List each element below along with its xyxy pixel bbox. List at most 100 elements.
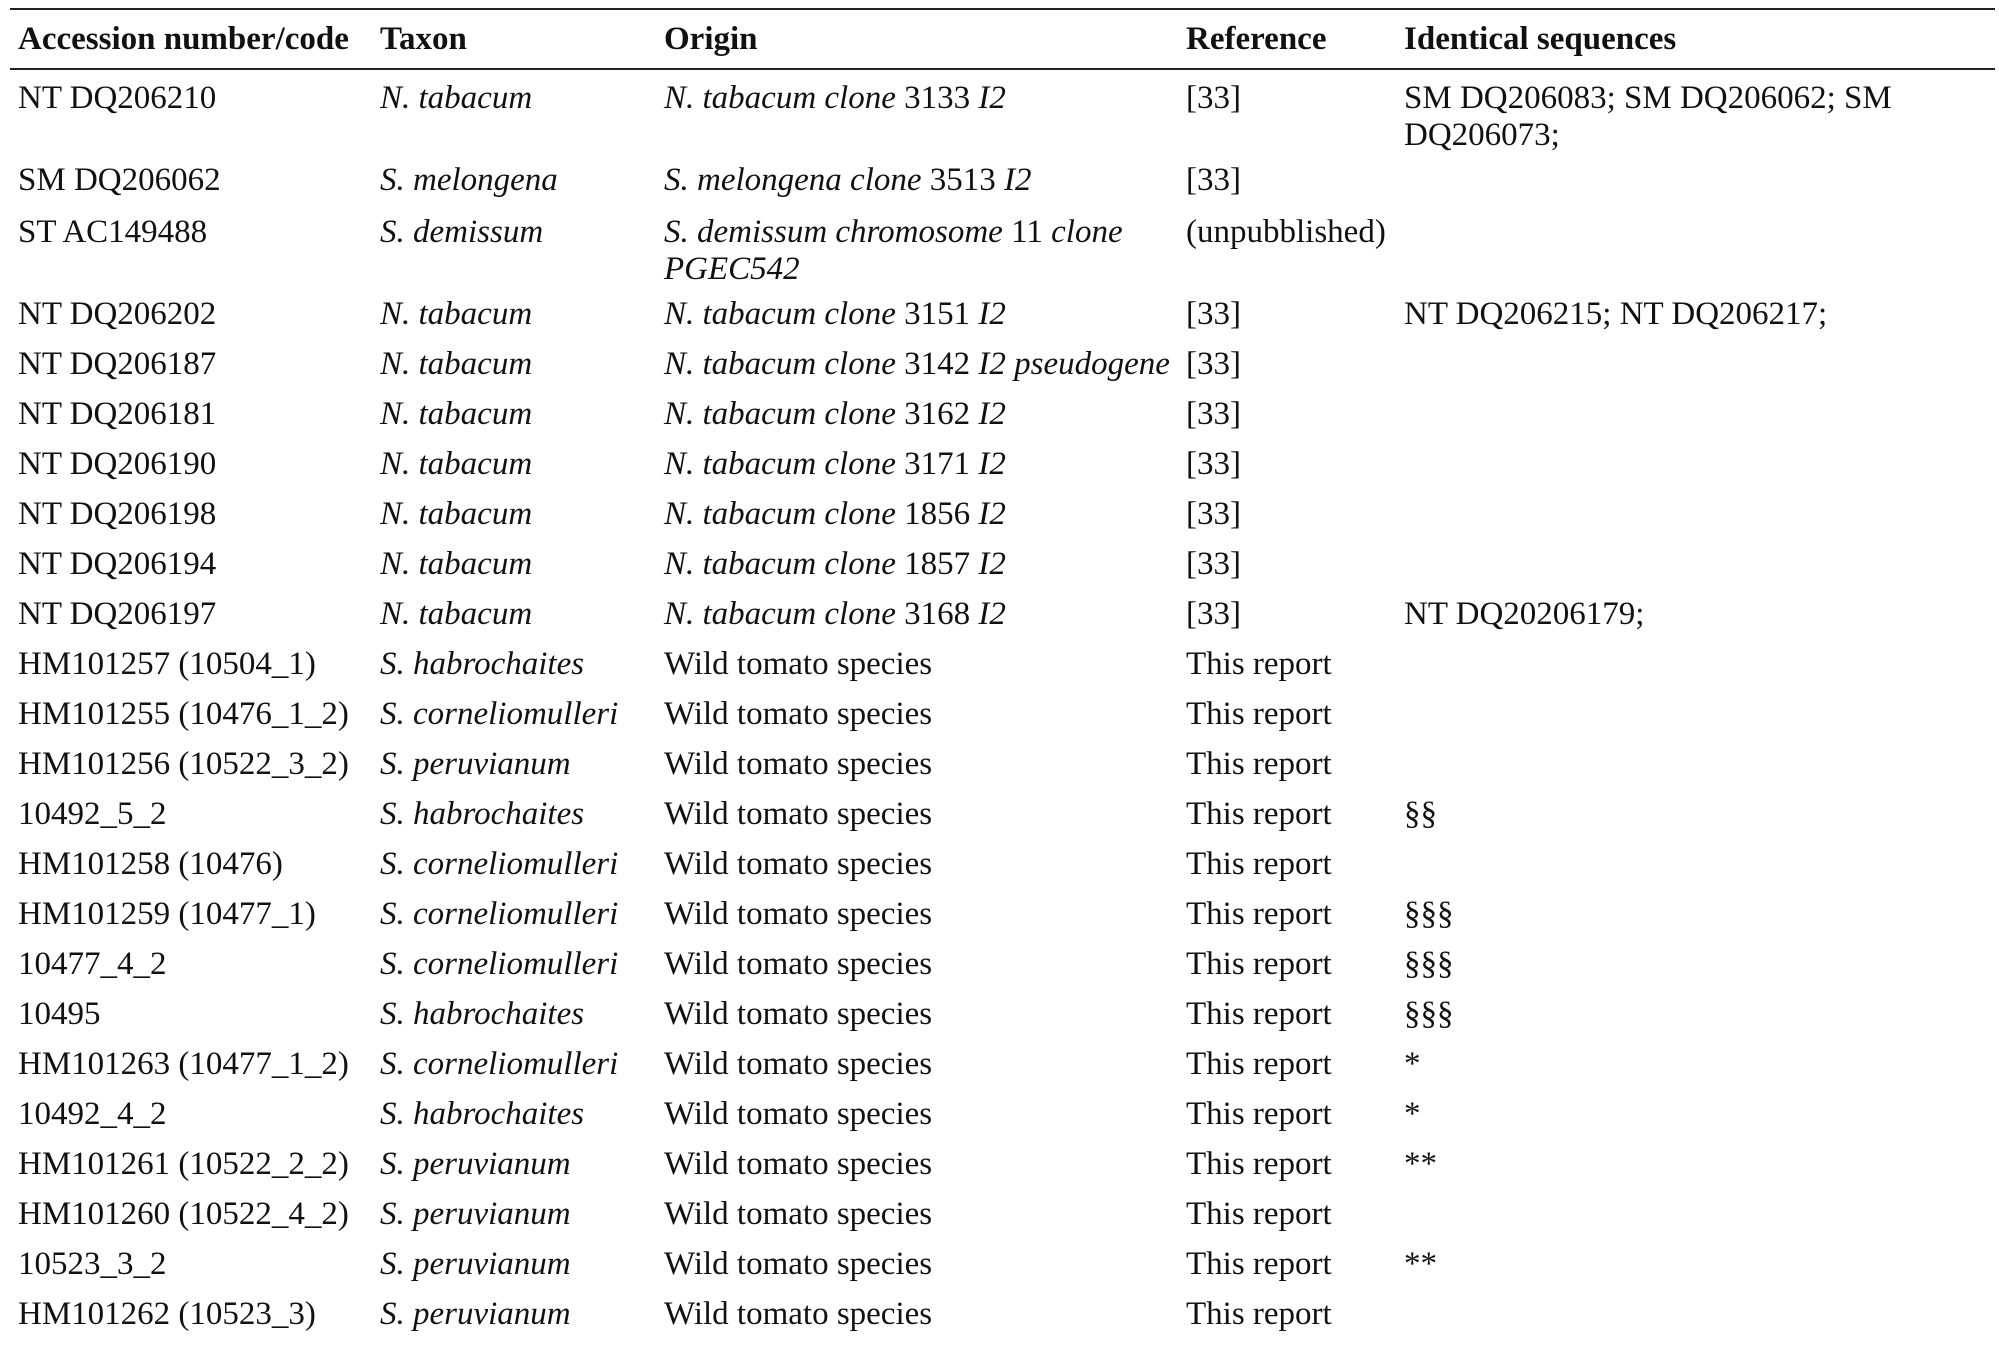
reference-cell: [33] xyxy=(1186,546,1241,582)
reference-cell: This report xyxy=(1186,1146,1332,1182)
taxon-cell: S. habrochaites xyxy=(380,996,585,1032)
origin-species-text: N. tabacum clone xyxy=(664,546,896,582)
sequence-table: Accession number/code Taxon Origin Refer… xyxy=(10,8,1995,1338)
reference-cell: This report xyxy=(1186,746,1332,782)
identical-sequences-cell: §§§ xyxy=(1404,996,1454,1032)
origin-cell: Wild tomato species xyxy=(664,1196,933,1232)
origin-species-text: N. tabacum clone xyxy=(664,496,896,532)
identical-sequences-cell: §§ xyxy=(1404,796,1437,832)
origin-cell: Wild tomato species xyxy=(664,1296,933,1332)
identical-sequences-cell xyxy=(1396,438,1995,488)
accession-cell: SM DQ206062 xyxy=(18,162,221,198)
identical-sequences-cell: §§§ xyxy=(1404,946,1454,982)
identical-sequences-cell xyxy=(1396,688,1995,738)
origin-clone-number: 3168 xyxy=(904,596,971,632)
origin-species-text: N. tabacum clone xyxy=(664,80,896,116)
table-row: HM101262 (10523_3) S. peruvianum Wild toma… xyxy=(10,1288,1995,1338)
origin-cell: N. tabacum clone 1857 I2 xyxy=(656,538,1178,588)
table-row: ST AC149488 S. demissum S. demissum chromo… xyxy=(10,204,1995,288)
origin-cell: Wild tomato species xyxy=(664,846,933,882)
accession-cell: 10523_3_2 xyxy=(18,1246,167,1282)
taxon-cell: S. peruvianum xyxy=(380,1296,571,1332)
origin-suffix-text: I2 xyxy=(978,496,1006,532)
table-row: NT DQ206198 N. tabacum N. tabacum clone 18… xyxy=(10,488,1995,538)
table-header: Accession number/code Taxon Origin Refer… xyxy=(10,9,1995,69)
taxon-cell: N. tabacum xyxy=(380,546,533,582)
taxon-cell: S. corneliomulleri xyxy=(380,846,619,882)
table-row: HM101263 (10477_1_2) S. corneliomulleri Wi… xyxy=(10,1038,1995,1088)
table-row: HM101260 (10522_4_2) S. peruvianum Wild to… xyxy=(10,1188,1995,1238)
identical-sequences-cell xyxy=(1396,488,1995,538)
accession-cell: HM101258 (10476) xyxy=(18,846,283,882)
header-accession: Accession number/code xyxy=(18,20,349,57)
origin-cell: Wild tomato species xyxy=(664,946,933,982)
table-row: NT DQ206181 N. tabacum N. tabacum clone 31… xyxy=(10,388,1995,438)
origin-cell: Wild tomato species xyxy=(664,1096,933,1132)
origin-suffix-text: I2 xyxy=(978,446,1006,482)
identical-sequences-cell: §§§ xyxy=(1404,896,1454,932)
reference-cell: This report xyxy=(1186,1296,1332,1332)
origin-species-text: N. tabacum clone xyxy=(664,396,896,432)
origin-cell: Wild tomato species xyxy=(664,1046,933,1082)
origin-cell: N. tabacum clone 3151 I2 xyxy=(656,288,1178,338)
origin-suffix-text: clone PGEC542 xyxy=(664,214,1123,287)
accession-cell: HM101263 (10477_1_2) xyxy=(18,1046,349,1082)
reference-cell: (unpubblished) xyxy=(1186,214,1386,250)
reference-cell: This report xyxy=(1186,696,1332,732)
origin-cell: S. demissum chromosome 11 clone PGEC542 xyxy=(656,204,1178,288)
taxon-cell: S. melongena xyxy=(380,162,558,198)
table-row: NT DQ206197 N. tabacum N. tabacum clone 31… xyxy=(10,588,1995,638)
accession-cell: ST AC149488 xyxy=(18,214,208,250)
reference-cell: [33] xyxy=(1186,396,1241,432)
taxon-cell: N. tabacum xyxy=(380,296,533,332)
taxon-cell: S. peruvianum xyxy=(380,746,571,782)
identical-sequences-cell xyxy=(1396,838,1995,888)
taxon-cell: S. habrochaites xyxy=(380,796,585,832)
reference-cell: This report xyxy=(1186,896,1332,932)
taxon-cell: N. tabacum xyxy=(380,346,533,382)
accession-cell: HM101256 (10522_3_2) xyxy=(18,746,349,782)
origin-clone-number: 3133 xyxy=(904,80,971,116)
origin-clone-number: 3171 xyxy=(904,446,971,482)
identical-sequences-cell xyxy=(1396,154,1995,204)
taxon-cell: S. demissum xyxy=(380,214,544,250)
origin-species-text: N. tabacum clone xyxy=(664,446,896,482)
origin-species-text: S. demissum chromosome xyxy=(664,214,1003,250)
origin-clone-number: 3151 xyxy=(904,296,971,332)
accession-cell: NT DQ206198 xyxy=(18,496,217,532)
accession-cell: 10492_5_2 xyxy=(18,796,167,832)
accession-cell: NT DQ206187 xyxy=(18,346,217,382)
identical-sequences-cell xyxy=(1396,738,1995,788)
reference-cell: This report xyxy=(1186,1046,1332,1082)
taxon-cell: N. tabacum xyxy=(380,446,533,482)
origin-cell: Wild tomato species xyxy=(664,796,933,832)
accession-cell: HM101260 (10522_4_2) xyxy=(18,1196,349,1232)
taxon-cell: S. corneliomulleri xyxy=(380,696,619,732)
origin-species-text: N. tabacum clone xyxy=(664,596,896,632)
taxon-cell: S. peruvianum xyxy=(380,1146,571,1182)
accession-cell: NT DQ206194 xyxy=(18,546,217,582)
table-row: SM DQ206062 S. melongena S. melongena clon… xyxy=(10,154,1995,204)
identical-sequences-cell: NT DQ20206179; xyxy=(1404,596,1645,632)
table-row: NT DQ206190 N. tabacum N. tabacum clone 31… xyxy=(10,438,1995,488)
identical-sequences-cell: NT DQ206215; NT DQ206217; xyxy=(1404,296,1828,332)
reference-cell: [33] xyxy=(1186,296,1241,332)
identical-sequences-cell: SM DQ206083; SM DQ206062; SM DQ206073; xyxy=(1404,80,1892,153)
origin-cell: Wild tomato species xyxy=(664,1146,933,1182)
reference-cell: [33] xyxy=(1186,596,1241,632)
taxon-cell: S. peruvianum xyxy=(380,1246,571,1282)
table-row: HM101257 (10504_1) S. habrochaites Wild to… xyxy=(10,638,1995,688)
table-row: 10523_3_2 S. peruvianum Wild tomato specie… xyxy=(10,1238,1995,1288)
reference-cell: This report xyxy=(1186,1196,1332,1232)
origin-cell: N. tabacum clone 3162 I2 xyxy=(656,388,1178,438)
accession-cell: NT DQ206210 xyxy=(18,80,217,116)
accession-cell: HM101255 (10476_1_2) xyxy=(18,696,349,732)
header-reference: Reference xyxy=(1186,20,1327,57)
identical-sequences-cell xyxy=(1396,338,1995,388)
taxon-cell: N. tabacum xyxy=(380,80,533,116)
origin-cell: Wild tomato species xyxy=(664,1246,933,1282)
origin-suffix-text: I2 pseudogene xyxy=(978,346,1170,382)
taxon-cell: S. habrochaites xyxy=(380,1096,585,1132)
reference-cell: This report xyxy=(1186,846,1332,882)
origin-suffix-text: I2 xyxy=(978,80,1006,116)
